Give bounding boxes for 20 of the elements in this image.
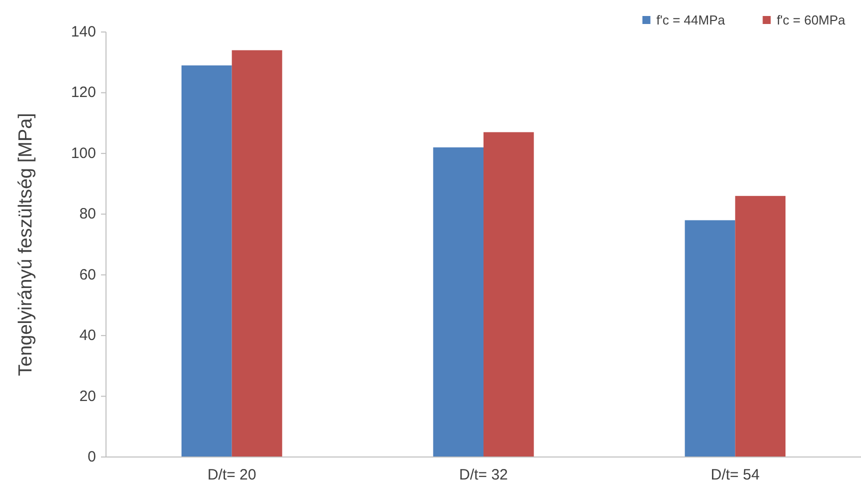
- x-tick-label: D/t= 54: [710, 466, 760, 484]
- y-tick-label: 40: [79, 327, 96, 344]
- y-axis-title: Tengelyirányú feszültség [MPa]: [16, 113, 36, 376]
- bar: [182, 65, 232, 457]
- bar: [433, 147, 484, 457]
- y-tick-label: 120: [70, 84, 96, 102]
- y-tick-label: 140: [70, 24, 96, 40]
- y-tick-label: 80: [79, 206, 96, 223]
- x-tick-label: D/t= 32: [459, 466, 508, 484]
- bar: [232, 50, 282, 457]
- y-tick-label: 0: [88, 448, 96, 466]
- y-tick-label: 60: [79, 266, 96, 284]
- bar: [684, 220, 736, 457]
- y-tick-label: 20: [79, 388, 96, 405]
- legend-label: f'c = 60MPa: [776, 12, 846, 28]
- bar: [484, 132, 534, 457]
- legend-label: f'c = 44MPa: [656, 12, 726, 28]
- bar: [735, 196, 786, 457]
- x-tick-label: D/t= 20: [207, 466, 256, 484]
- y-tick-label: 100: [70, 144, 96, 162]
